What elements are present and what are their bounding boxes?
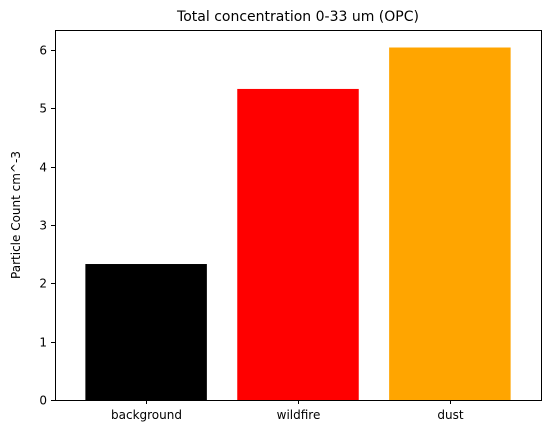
y-tick-label: 1 xyxy=(39,336,47,350)
y-tick-label: 2 xyxy=(39,277,47,291)
y-tick-label: 3 xyxy=(39,219,47,233)
plot-frame xyxy=(55,30,542,401)
x-tick-label: dust xyxy=(437,408,463,422)
chart-title: Total concentration 0-33 um (OPC) xyxy=(176,9,419,25)
bars-group xyxy=(85,47,511,401)
y-tick-label: 5 xyxy=(39,102,47,116)
y-tick-label: 0 xyxy=(39,394,47,408)
y-axis-title: Particle Count cm^-3 xyxy=(9,151,23,279)
bar-dust xyxy=(389,47,511,401)
x-tick-label: background xyxy=(111,408,182,422)
bar-background xyxy=(85,264,207,400)
x-tick-label: wildfire xyxy=(277,408,321,422)
y-tick-label: 4 xyxy=(39,161,47,175)
x-axis-ticks: background wildfire dust xyxy=(111,400,464,422)
y-tick-label: 6 xyxy=(39,44,47,58)
y-axis-ticks: 0 1 2 3 4 5 6 xyxy=(39,44,55,408)
bar-wildfire xyxy=(237,88,359,401)
